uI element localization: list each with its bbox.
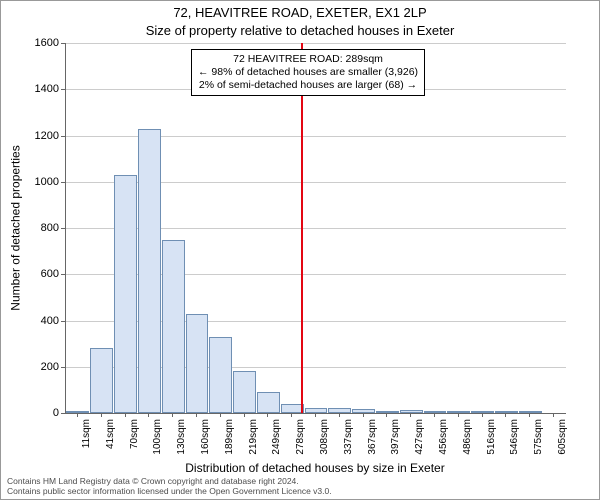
y-tick-mark — [61, 413, 65, 414]
y-tick-label: 600 — [25, 268, 59, 280]
x-tick-mark — [291, 413, 292, 417]
y-tick-label: 1200 — [25, 130, 59, 142]
x-tick-label: 130sqm — [176, 419, 187, 455]
x-tick-label: 486sqm — [462, 419, 473, 455]
x-tick-mark — [410, 413, 411, 417]
x-tick-mark — [172, 413, 173, 417]
x-tick-label: 605sqm — [557, 419, 568, 455]
x-tick-label: 11sqm — [81, 419, 92, 448]
x-axis-label: Distribution of detached houses by size … — [65, 461, 565, 475]
y-tick-mark — [61, 136, 65, 137]
x-tick-label: 337sqm — [343, 419, 354, 455]
y-tick-mark — [61, 228, 65, 229]
y-tick-mark — [61, 43, 65, 44]
y-tick-label: 800 — [25, 222, 59, 234]
x-tick-mark — [339, 413, 340, 417]
y-tick-mark — [61, 182, 65, 183]
histogram-bar — [328, 408, 351, 413]
x-tick-label: 160sqm — [200, 419, 211, 455]
y-axis-label: Number of detached properties — [9, 43, 23, 413]
x-tick-mark — [482, 413, 483, 417]
x-tick-label: 219sqm — [248, 419, 259, 455]
x-tick-label: 516sqm — [486, 419, 497, 455]
x-tick-mark — [220, 413, 221, 417]
x-tick-mark — [77, 413, 78, 417]
y-tick-mark — [61, 89, 65, 90]
x-tick-label: 427sqm — [414, 419, 425, 455]
y-tick-mark — [61, 367, 65, 368]
x-tick-label: 249sqm — [271, 419, 282, 455]
x-tick-label: 397sqm — [390, 419, 401, 455]
y-tick-label: 200 — [25, 361, 59, 373]
y-tick-mark — [61, 321, 65, 322]
y-tick-label: 1400 — [25, 83, 59, 95]
x-tick-label: 308sqm — [319, 419, 330, 455]
x-tick-label: 100sqm — [152, 419, 163, 455]
footnote-line2: Contains public sector information licen… — [7, 487, 332, 497]
x-tick-mark — [529, 413, 530, 417]
histogram-bar — [495, 411, 518, 413]
callout-line: 72 HEAVITREE ROAD: 289sqm — [198, 53, 418, 66]
x-tick-mark — [363, 413, 364, 417]
x-tick-label: 70sqm — [129, 419, 140, 449]
x-tick-label: 41sqm — [105, 419, 116, 449]
histogram-bar — [376, 411, 399, 413]
histogram-bar — [233, 371, 256, 413]
y-tick-label: 0 — [25, 407, 59, 419]
x-tick-mark — [267, 413, 268, 417]
histogram-bar — [257, 392, 280, 413]
y-tick-label: 400 — [25, 315, 59, 327]
y-tick-label: 1600 — [25, 37, 59, 49]
plot-area: 72 HEAVITREE ROAD: 289sqm← 98% of detach… — [65, 43, 566, 414]
callout-box: 72 HEAVITREE ROAD: 289sqm← 98% of detach… — [191, 49, 425, 96]
x-tick-mark — [244, 413, 245, 417]
footnote: Contains HM Land Registry data © Crown c… — [7, 477, 332, 497]
x-tick-mark — [196, 413, 197, 417]
title-main: 72, HEAVITREE ROAD, EXETER, EX1 2LP — [1, 5, 599, 20]
histogram-bar — [138, 129, 161, 413]
histogram-bar — [447, 411, 470, 413]
x-tick-mark — [505, 413, 506, 417]
histogram-bar — [471, 411, 494, 413]
title-sub: Size of property relative to detached ho… — [1, 23, 599, 38]
x-tick-mark — [458, 413, 459, 417]
chart-container: 72, HEAVITREE ROAD, EXETER, EX1 2LP Size… — [0, 0, 600, 500]
x-tick-mark — [101, 413, 102, 417]
x-tick-label: 189sqm — [224, 419, 235, 455]
histogram-bar — [162, 240, 185, 413]
histogram-bar — [114, 175, 137, 413]
gridline — [66, 43, 566, 44]
callout-line: ← 98% of detached houses are smaller (3,… — [198, 66, 418, 79]
histogram-bar — [352, 409, 375, 413]
x-tick-mark — [315, 413, 316, 417]
x-tick-mark — [434, 413, 435, 417]
callout-line: 2% of semi-detached houses are larger (6… — [198, 79, 418, 92]
histogram-bar — [90, 348, 113, 413]
reference-line — [301, 43, 303, 413]
x-tick-mark — [148, 413, 149, 417]
x-tick-label: 546sqm — [509, 419, 520, 455]
x-tick-label: 278sqm — [295, 419, 306, 455]
y-tick-mark — [61, 274, 65, 275]
x-tick-label: 456sqm — [438, 419, 449, 455]
y-tick-label: 1000 — [25, 176, 59, 188]
histogram-bar — [209, 337, 232, 413]
x-tick-mark — [553, 413, 554, 417]
histogram-bar — [186, 314, 209, 413]
x-tick-label: 367sqm — [367, 419, 378, 455]
x-tick-label: 575sqm — [533, 419, 544, 455]
x-tick-mark — [125, 413, 126, 417]
histogram-bar — [66, 411, 89, 413]
x-tick-mark — [386, 413, 387, 417]
